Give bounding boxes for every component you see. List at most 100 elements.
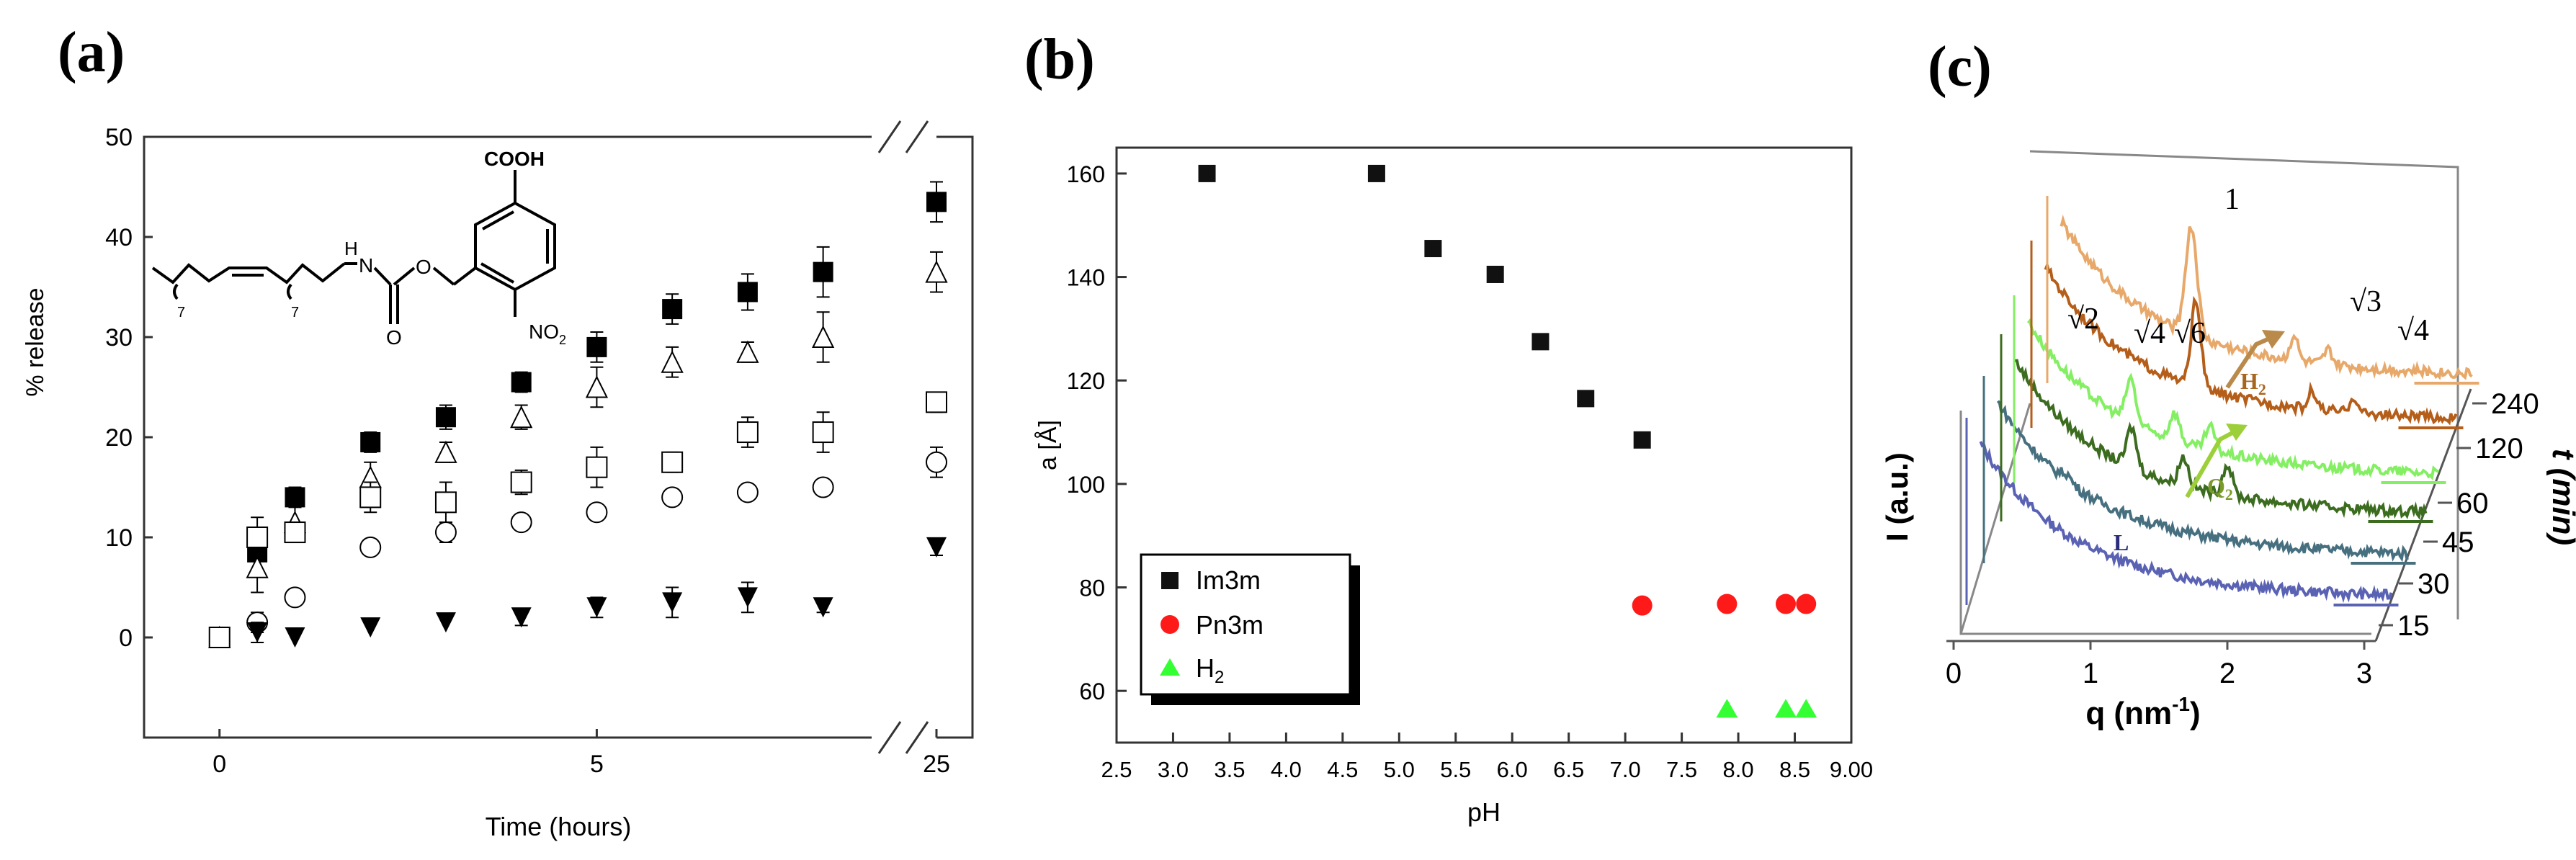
point-open-circle	[359, 536, 382, 558]
panel-b-xtick-label: 8.0	[1723, 757, 1754, 782]
axis-break-mark	[905, 120, 929, 153]
panel-label-b: (b)	[1024, 28, 1095, 91]
panel-b-xtick-label: 5.0	[1384, 757, 1415, 782]
trace-120-min	[2044, 260, 2458, 426]
h2-arrowhead	[2262, 330, 2285, 349]
peak-label-sqrt4-q2: √4	[2134, 317, 2165, 350]
panel-b-xtick-label: 7.5	[1666, 757, 1697, 782]
point-open-square	[926, 391, 947, 413]
panel-b-chart: 60 80 100 120 140 160 2.5 3.0 3.5 4.0 4.5 5.0 5.5 6.0…	[1034, 146, 1873, 827]
point-im3m	[1486, 265, 1504, 283]
panel-c-xlabel: q (nm-1)	[2085, 693, 2200, 731]
point-filled-square	[813, 261, 833, 282]
panel-c-zlabel: t (min)	[2546, 449, 2576, 545]
point-open-square	[246, 527, 269, 548]
panel-c-time-tick-label: 15	[2397, 610, 2430, 642]
point-open-triangle	[812, 325, 835, 348]
trace-30-min	[1996, 400, 2409, 563]
legend-marker-h2	[1160, 658, 1180, 676]
point-filled-square	[662, 299, 683, 320]
panel-a-xtick-label: 0	[213, 751, 226, 778]
point-im3m	[1198, 164, 1216, 182]
structure-cooh: COOH	[484, 148, 545, 170]
structure-subscript-7: 7	[177, 305, 185, 321]
panel-b-xtick-label: 9.00	[1830, 757, 1873, 782]
panel-c-ylabel: I (a.u.)	[1880, 452, 1914, 542]
panel-a-ytick-label: 20	[105, 424, 133, 452]
trace-60-min	[2026, 318, 2440, 481]
point-open-triangle	[246, 555, 269, 578]
point-open-square	[661, 451, 684, 473]
panel-b-frame	[1115, 146, 1853, 744]
legend-marker-im3m	[1161, 572, 1179, 589]
structure-nh-h: H	[344, 238, 358, 259]
point-open-triangle	[925, 260, 948, 283]
point-pn3m	[1775, 594, 1796, 614]
panel-b-xtick-label: 2.5	[1101, 757, 1132, 782]
point-filled-square	[435, 407, 456, 428]
structure-n: N	[359, 254, 373, 277]
panel-label-c: (c)	[1928, 35, 1992, 99]
point-open-circle	[661, 486, 684, 509]
structure-o-carbonyl: O	[386, 326, 402, 349]
point-pn3m	[1796, 594, 1817, 614]
point-open-circle	[434, 521, 457, 544]
point-im3m	[1424, 240, 1442, 258]
panel-b-xtick-label: 8.5	[1779, 757, 1810, 782]
panel-a-ytick-label: 10	[105, 524, 133, 552]
peak-label-sqrt6: √6	[2174, 317, 2206, 350]
panel-b-xtick-label: 3.0	[1158, 757, 1189, 782]
point-open-circle	[812, 476, 834, 498]
panel-b-ytick-label: 160	[1067, 161, 1105, 187]
point-filled-triangle-down	[285, 627, 305, 648]
panel-b-ytick-label: 120	[1067, 368, 1105, 394]
panel-a-frame	[143, 135, 974, 739]
point-open-square	[359, 486, 382, 509]
chain-bracket	[287, 283, 292, 300]
point-filled-triangle-down	[737, 587, 758, 608]
trace-15-min	[1979, 441, 2393, 604]
panel-b-xtick-label: 5.5	[1440, 757, 1471, 782]
axis-break-mark	[877, 721, 902, 754]
point-filled-triangle-down	[926, 537, 947, 557]
axis-break-mark	[905, 721, 929, 754]
point-filled-square	[737, 282, 758, 303]
point-filled-square	[926, 192, 947, 212]
point-open-triangle	[661, 350, 684, 373]
panel-c-time-tick-label: 30	[2418, 568, 2450, 600]
point-h2	[1716, 699, 1738, 718]
point-pn3m	[1632, 595, 1653, 616]
point-filled-triangle-down	[360, 617, 381, 638]
panel-b-legend: Im3m Pn3m H2	[1140, 553, 1360, 705]
point-filled-square	[511, 372, 532, 393]
point-open-triangle	[585, 375, 609, 398]
q2-arrowhead	[2226, 424, 2248, 441]
bond	[393, 266, 416, 286]
peak-label-sqrt3: √3	[2350, 285, 2382, 318]
point-filled-triangle-down	[586, 597, 607, 618]
depth-axis-frame	[1959, 403, 2031, 635]
point-filled-square	[360, 431, 381, 452]
panel-c-qtick-label: 2	[2219, 658, 2235, 689]
phase-label-q2: Q2	[2207, 473, 2233, 503]
point-filled-square	[586, 336, 607, 357]
point-im3m	[1367, 164, 1385, 182]
point-open-square	[736, 421, 759, 444]
axis-break-mask	[872, 723, 936, 752]
trace-240-min	[2060, 214, 2473, 380]
point-open-circle	[736, 481, 759, 503]
panel-a-ytick-label: 30	[105, 324, 133, 351]
chain-bracket	[173, 283, 179, 300]
point-open-square	[510, 471, 532, 493]
panel-b-xtick-label: 7.0	[1610, 757, 1641, 782]
point-open-triangle	[736, 340, 759, 363]
panel-a-chart: 0 10 20 30 40 50 0 5 25 % release Time (hours) C…	[22, 120, 974, 841]
legend-label-pn3m: Pn3m	[1196, 610, 1264, 640]
point-filled-triangle-down	[662, 592, 683, 613]
point-pn3m	[1717, 594, 1738, 614]
legend-marker-pn3m	[1160, 615, 1179, 634]
point-h2	[1795, 699, 1817, 718]
panel-a-xtick-label: 5	[590, 751, 604, 778]
point-open-square	[812, 421, 834, 444]
